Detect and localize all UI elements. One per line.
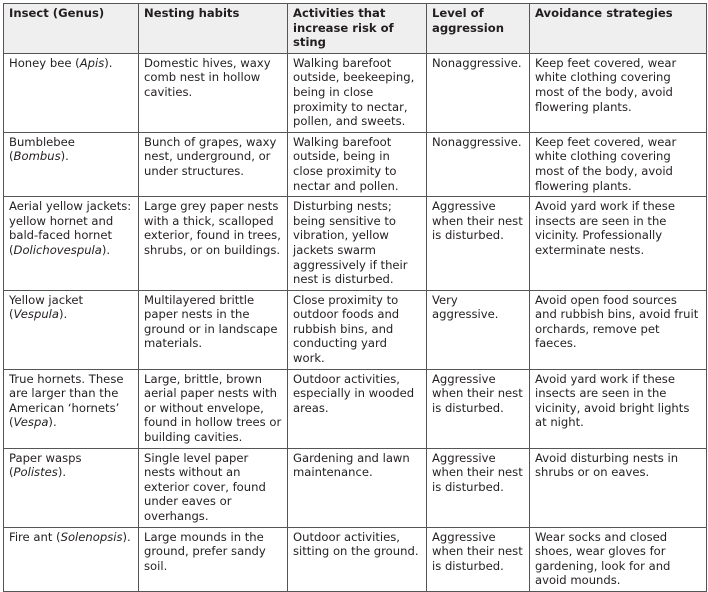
- punctuation: ).: [59, 307, 68, 322]
- header-row: Insect (Genus) Nesting habits Activities t…: [3, 3, 707, 54]
- table-cell: Aggressive when their nest is disturbed.: [426, 368, 530, 449]
- table-cell: Avoid yard work if these insects are see…: [529, 368, 707, 449]
- table-row: Fire ant (Solenopsis). Large mounds in th…: [3, 526, 707, 592]
- table-cell: Aggressive when their nest is disturbed.: [426, 447, 530, 528]
- header-cell: Insect (Genus): [3, 3, 139, 54]
- table-cell: Large grey paper nests with a thick, sca…: [138, 196, 288, 291]
- table-cell: Outdoor activities, especially in wooded…: [287, 368, 427, 449]
- table-cell: Aggressive when their nest is disturbed.: [426, 526, 530, 592]
- table-cell: Outdoor activities, sitting on the groun…: [287, 526, 427, 592]
- punctuation: ).: [122, 529, 131, 544]
- table-cell: Aggressive when their nest is disturbed.: [426, 196, 530, 291]
- table-cell: Keep feet covered, wear white clothing c…: [529, 131, 707, 198]
- table-cell: Avoid yard work if these insects are see…: [529, 196, 707, 291]
- genus: Vespa: [13, 415, 49, 430]
- table-cell: Gardening and lawn maintenance.: [287, 447, 427, 528]
- punctuation: ).: [104, 55, 113, 70]
- table-cell: Multilayered brittle paper nests in the …: [138, 289, 288, 370]
- insect-name: Paper wasps (: [9, 450, 82, 480]
- insect-name: Aerial yellow jackets: yellow hornet and…: [9, 199, 132, 257]
- punctuation: ).: [101, 242, 111, 257]
- table-cell: Single level paper nests without an exte…: [138, 447, 288, 528]
- table-cell: Keep feet covered, wear white clothing c…: [529, 52, 707, 133]
- table-row: Yellow jacket (Vespula). Multilayered bri…: [3, 289, 707, 370]
- genus: Vespula: [13, 307, 59, 322]
- table-cell: Disturbing nests; being sensitive to vib…: [287, 196, 427, 291]
- insect-cell: True hornets. These are larger than the …: [3, 368, 139, 449]
- table-cell: Avoid open food sources and rubbish bins…: [529, 289, 707, 370]
- table-body: Honey bee (Apis). Domestic hives, waxy co…: [3, 52, 707, 592]
- table-row: Aerial yellow jackets: yellow hornet and…: [3, 196, 707, 291]
- table-cell: Bunch of grapes, waxy nest, underground,…: [138, 131, 288, 198]
- table-cell: Walking barefoot outside, being in close…: [287, 131, 427, 198]
- insect-name: True hornets. These are larger than the …: [9, 371, 124, 430]
- insect-cell: Yellow jacket (Vespula).: [3, 289, 139, 370]
- table-cell: Large mounds in the ground, prefer sandy…: [138, 526, 288, 592]
- table-cell: Nonaggressive.: [426, 131, 530, 198]
- punctuation: ).: [60, 149, 69, 164]
- table-cell: Nonaggressive.: [426, 52, 530, 133]
- table-cell: Wear socks and closed shoes, wear gloves…: [529, 526, 707, 592]
- genus: Bombus: [13, 149, 61, 164]
- insect-name: Honey bee (: [9, 55, 80, 70]
- insect-cell: Paper wasps (Polistes).: [3, 447, 139, 528]
- punctuation: ).: [57, 465, 67, 480]
- header-cell: Avoidance strategies: [529, 3, 707, 54]
- insect-cell: Aerial yellow jackets: yellow hornet and…: [3, 196, 139, 291]
- table-row: True hornets. These are larger than the …: [3, 368, 707, 449]
- header-cell: Activities that increase risk of sting: [287, 3, 427, 54]
- table-cell: Close proximity to outdoor foods and rub…: [287, 289, 427, 370]
- table-cell: Very aggressive.: [426, 289, 530, 370]
- table-cell: Domestic hives, waxy comb nest in hollow…: [138, 52, 288, 133]
- header-cell: Level of aggression: [426, 3, 530, 54]
- insect-cell: Honey bee (Apis).: [3, 52, 139, 133]
- table-cell: Walking barefoot outside, beekeeping, be…: [287, 52, 427, 133]
- genus: Solenopsis: [60, 529, 123, 544]
- table-cell: Avoid disturbing nests in shrubs or on e…: [529, 447, 707, 528]
- table-row: Paper wasps (Polistes). Single level pape…: [3, 447, 707, 528]
- punctuation: ).: [48, 415, 57, 430]
- page: Insect (Genus) Nesting habits Activities t…: [3, 3, 707, 592]
- insect-name: Fire ant (: [9, 529, 61, 544]
- insect-name: Yellow jacket (: [9, 292, 84, 322]
- table-row: Honey bee (Apis). Domestic hives, waxy co…: [3, 52, 707, 133]
- insect-cell: Fire ant (Solenopsis).: [3, 526, 139, 592]
- genus: Apis: [79, 55, 105, 70]
- insect-name: Bumblebee (: [9, 134, 75, 164]
- table-cell: Large, brittle, brown aerial paper nests…: [138, 368, 288, 449]
- insect-table: Insect (Genus) Nesting habits Activities t…: [3, 3, 707, 592]
- insect-cell: Bumblebee (Bombus).: [3, 131, 139, 198]
- genus: Dolichovespula: [13, 242, 102, 257]
- table-row: Bumblebee (Bombus). Bunch of grapes, waxy…: [3, 131, 707, 198]
- header-cell: Nesting habits: [138, 3, 288, 54]
- genus: Polistes: [13, 465, 58, 480]
